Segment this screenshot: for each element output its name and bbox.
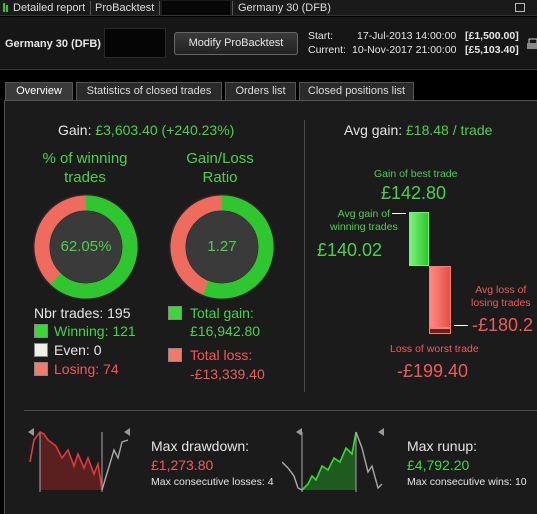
max-drawdown-label: Max drawdown:	[151, 438, 250, 454]
winning-title-line2: trades	[64, 169, 106, 186]
total-gain-label: Total gain:	[190, 305, 254, 321]
title-tab-detailed-report[interactable]: Detailed report	[13, 2, 86, 14]
winning-trades-title: % of winning trades	[20, 149, 150, 187]
best-trade-value: £142.80	[381, 183, 447, 203]
avg-gain-label-line1: Avg gain of	[337, 208, 391, 220]
start-date: 17-Jul-2013 14:00:00	[357, 30, 457, 42]
worst-trade-label: Loss of worst trade	[390, 343, 479, 355]
title-tab-probacktest[interactable]: ProBacktest	[95, 2, 155, 14]
gain-loss-ratio-ring	[169, 194, 275, 300]
losing-count: Losing: 74	[54, 361, 119, 377]
max-runup-value: £4,792.20	[407, 457, 470, 473]
worst-trade-value: -£199.40	[397, 361, 469, 381]
print-icon[interactable]	[527, 36, 537, 52]
winning-pct-ring	[33, 194, 139, 300]
winning-count: Winning: 121	[54, 323, 136, 339]
total-gain-swatch	[168, 306, 182, 320]
avg-loss-label-line2: losing trades	[471, 297, 531, 309]
avg-gain-bar	[409, 212, 429, 266]
section-divider	[304, 120, 305, 392]
gain-label: Gain:	[58, 122, 92, 138]
avg-gain-label-line2: winning trades	[330, 221, 398, 233]
gain-loss-ratio-title: Gain/Loss Ratio	[160, 149, 280, 187]
current-value: [£5,103.40]	[465, 44, 519, 56]
redacted-field	[104, 28, 166, 58]
avg-loss-value: -£180.2	[472, 315, 534, 335]
instrument-name: Germany 30 (DFB)	[5, 38, 101, 50]
tab-overview[interactable]: Overview	[5, 82, 73, 101]
gain-loss-ratio-value: 1.27	[207, 238, 237, 255]
start-value: [£1,500.00]	[465, 30, 519, 42]
current-label: Current:	[308, 44, 346, 56]
winning-title-line1: % of winning	[42, 150, 128, 167]
max-drawdown-value: £1,273.80	[151, 457, 214, 473]
avg-loss-label-line1: Avg loss of	[475, 284, 527, 296]
max-consecutive-losses: Max consecutive losses: 4	[151, 476, 274, 488]
avg-loss-bar	[429, 266, 451, 328]
start-label: Start:	[308, 30, 334, 42]
total-loss-value: -£13,339.40	[190, 366, 265, 382]
title-bar: Detailed report ProBacktest Germany 30 (…	[0, 0, 537, 16]
best-trade-label: Gain of best trade	[374, 168, 458, 180]
max-consecutive-wins: Max consecutive wins: 10	[407, 476, 527, 488]
runup-sparkline	[282, 428, 384, 492]
avg-gain-title-value: £18.48 / trade	[406, 122, 493, 138]
redacted-box	[162, 1, 230, 15]
ratio-title-line1: Gain/Loss	[186, 150, 254, 167]
even-count: Even: 0	[54, 342, 102, 358]
modify-probacktest-button[interactable]: Modify ProBacktest	[174, 32, 298, 55]
worst-loss-bar	[429, 328, 451, 334]
gain-value: £3,603.40 (+240.23%)	[95, 122, 235, 138]
avg-gain-title-label: Avg gain:	[344, 122, 403, 138]
winning-pct-value: 62.05%	[60, 238, 112, 255]
tab-statistics-closed-trades[interactable]: Statistics of closed trades	[76, 82, 222, 100]
winning-swatch	[34, 324, 48, 338]
nbr-trades: Nbr trades: 195	[34, 305, 131, 321]
avg-gain-label: Avg gain of winning trades	[330, 208, 398, 234]
avg-loss-arrow	[454, 325, 468, 326]
drawdown-sparkline	[28, 428, 130, 492]
total-loss-label: Total loss:	[190, 347, 253, 363]
total-gain-value: £16,942.80	[190, 323, 261, 339]
bottom-divider	[24, 410, 537, 411]
max-runup-label: Max runup:	[407, 438, 478, 454]
avg-loss-label: Avg loss of losing trades	[471, 284, 531, 310]
total-loss-swatch	[168, 348, 182, 362]
even-swatch	[34, 343, 48, 357]
title-tab-instrument[interactable]: Germany 30 (DFB)	[238, 2, 331, 14]
avg-gain-arrow	[392, 213, 406, 214]
tab-orders-list[interactable]: Orders list	[225, 82, 296, 100]
tab-closed-positions-list[interactable]: Closed positions list	[299, 82, 414, 100]
ratio-title-line2: Ratio	[202, 169, 238, 186]
current-date: 10-Nov-2017 21:00:00	[352, 44, 457, 56]
avg-gain-value: £140.02	[317, 240, 383, 260]
gain-line: Gain: £3,603.40 (+240.23%)	[58, 122, 234, 138]
avg-gain-title: Avg gain: £18.48 / trade	[344, 122, 492, 138]
restore-icon[interactable]	[515, 3, 525, 12]
chart-app-icon	[2, 1, 10, 15]
losing-swatch	[34, 362, 48, 376]
